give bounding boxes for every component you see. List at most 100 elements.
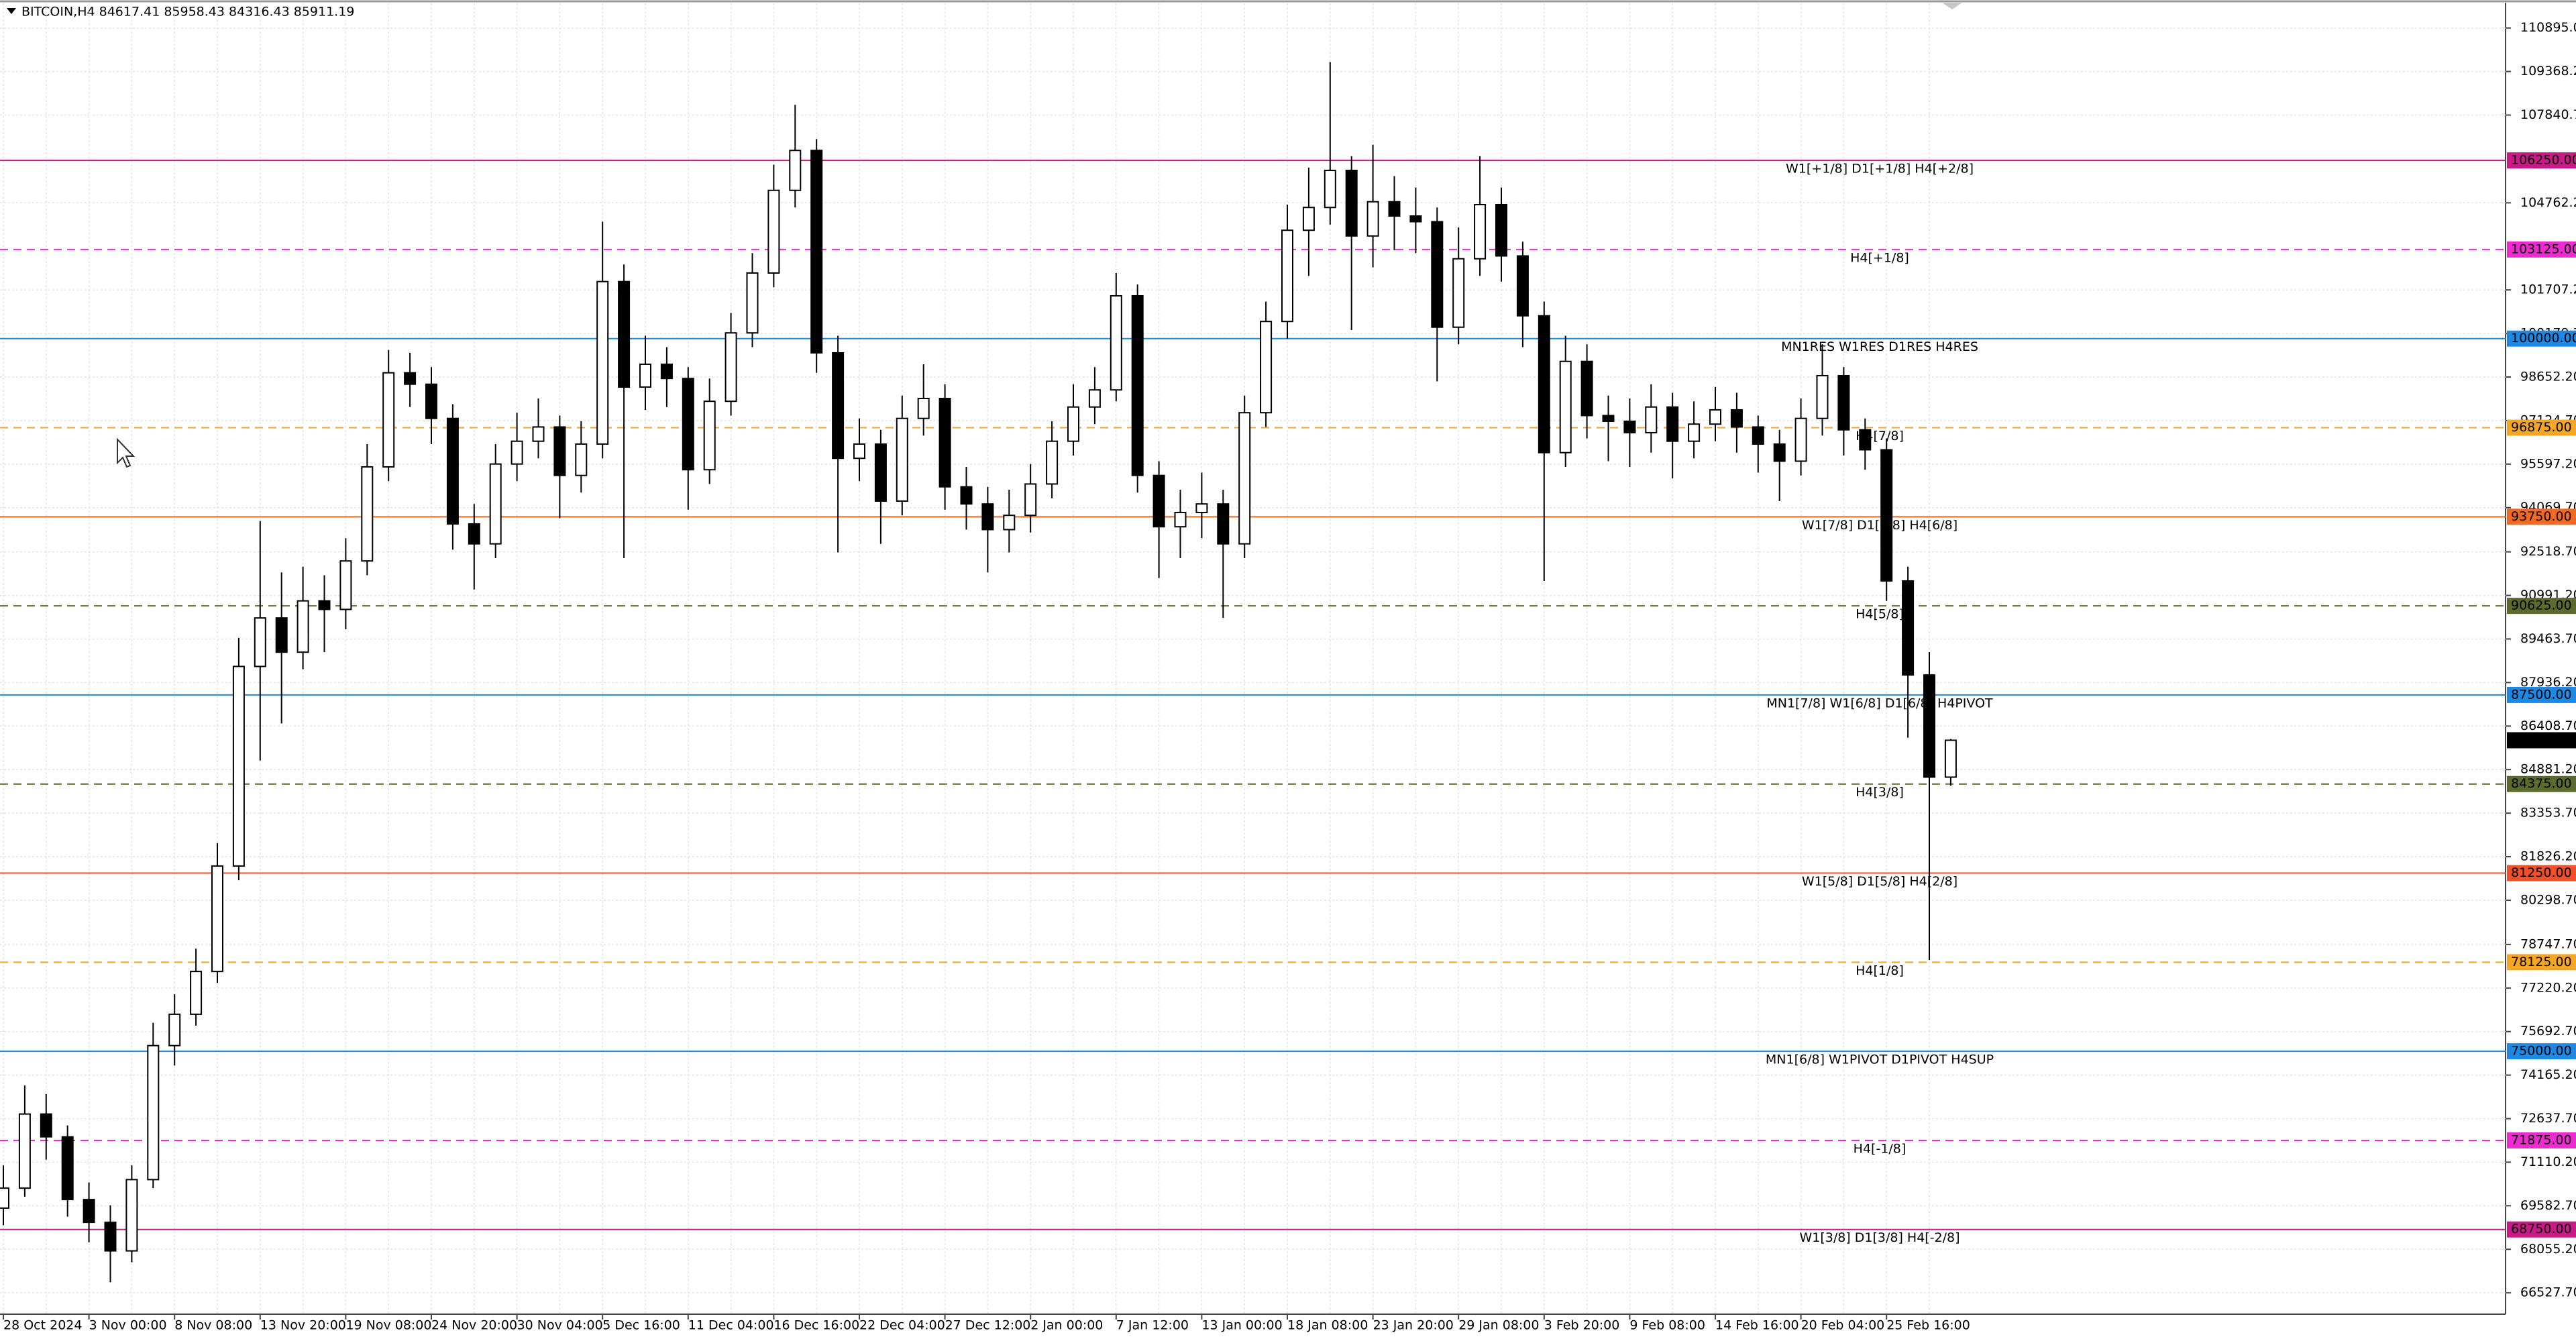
level-price-box [2507,598,2576,614]
candle-body [1645,406,1658,433]
mouse-cursor [117,437,136,468]
x-tick-label: 23 Jan 20:00 [1373,1318,1454,1333]
candle-body [18,1113,31,1189]
level-price-label: 75000.00 [2511,1044,2572,1059]
candles [0,62,1957,1283]
x-tick-label: 13 Jan 00:00 [1201,1318,1282,1333]
level-label: W1[7/8] D1[7/8] H4[6/8] [1802,518,1957,533]
candle-body [1110,294,1122,391]
level-price-box [2507,775,2576,792]
candle-body [168,1013,181,1047]
level-price-label: 103125.00 [2511,242,2576,256]
y-tick-label: 71110.20 [2520,1155,2576,1169]
candle-body [938,397,951,488]
level-label: W1[+1/8] D1[+1/8] H4[+2/8] [1786,162,1974,176]
candle-body [1345,169,1358,237]
candle-body [1688,423,1701,442]
y-tick-label: 78747.70 [2520,936,2576,951]
candle-body [1559,360,1572,453]
candle-body [853,443,865,460]
x-tick-label: 30 Nov 04:00 [517,1318,603,1333]
y-tick-label: 92518.70 [2520,544,2576,559]
candle-body [1324,169,1336,209]
x-tick-label: 25 Feb 16:00 [1886,1318,1970,1333]
last-price-label: 85911.19 [2512,733,2573,747]
candle-body [724,332,737,403]
candle-body [232,665,245,867]
candle-body [511,440,523,465]
y-tick-label: 68055.20 [2520,1242,2576,1256]
x-tick-label: 3 Nov 00:00 [89,1318,167,1333]
candle-body [660,363,673,380]
level-label: MN1[6/8] W1PIVOT D1PIVOT H4SUP [1766,1053,1994,1067]
y-tick-label: 95597.20 [2520,456,2576,471]
candle-body [1816,374,1829,419]
y-tick-label: 107840.70 [2520,107,2576,122]
candle-body [0,1187,9,1209]
candle-body [1837,374,1850,431]
level-price-label: 106250.00 [2511,153,2576,168]
y-tick-label: 104762.20 [2520,195,2576,210]
axes: 110895.00 109368.20 107840.70 104762.20 1017… [3,20,2576,1333]
candle-body [553,426,566,476]
candle-body [960,486,973,505]
candle-body [404,372,417,385]
candle-body [1281,229,1293,323]
candle-body [489,463,502,545]
x-tick-label: 27 Dec 12:00 [945,1318,1031,1333]
candle-body [874,443,887,502]
candle-body [1730,409,1743,428]
candle-body [1752,426,1764,445]
y-tick-label: 72637.70 [2520,1111,2576,1126]
candle-body [789,150,802,191]
x-tick-label: 5 Dec 16:00 [602,1318,680,1333]
y-tick-label: 86408.70 [2520,718,2576,733]
candle-body [832,352,845,460]
candle-body [1773,443,1786,462]
level-price-box [2507,954,2576,971]
candle-body [1174,511,1187,528]
x-tick-label: 14 Feb 16:00 [1715,1318,1799,1333]
last-price-box [2507,732,2576,749]
level-label: H4[1/8] [1856,963,1904,978]
candle-body [1067,406,1079,442]
candle-body [1046,440,1059,485]
y-tick-label: 83353.70 [2520,806,2576,820]
candle-body [1923,674,1935,778]
y-tick-label: 69582.70 [2520,1198,2576,1213]
chart-title: BITCOIN,H4 84617.41 85958.43 84316.43 85… [21,5,354,19]
x-tick-label: 18 Jan 08:00 [1287,1318,1368,1333]
candle-body [1366,201,1379,237]
candle-body [1666,406,1679,442]
level-price-box [2507,419,2576,436]
x-tick-label: 8 Nov 08:00 [174,1318,252,1333]
candle-body [125,1179,138,1252]
level-price-label: 87500.00 [2511,687,2572,702]
x-tick-label: 9 Feb 08:00 [1629,1318,1705,1333]
y-tick-label: 101707.20 [2520,282,2576,297]
candle-body [147,1045,160,1181]
level-price-label: 90625.00 [2511,598,2572,613]
y-tick-label: 89463.70 [2520,631,2576,646]
y-tick-label: 98652.20 [2520,369,2576,384]
candle-body [1880,449,1893,582]
symbol-menu-arrow[interactable] [7,8,16,14]
candle-body [1623,420,1636,433]
candle-body [1217,503,1230,545]
shift-marker [1942,3,1962,9]
level-label: MN1[7/8] W1[6/8] D1[6/8] H4PIVOT [1766,696,1993,710]
candle-body [1409,215,1422,223]
level-price-box [2507,1221,2576,1238]
x-tick-label: 16 Dec 16:00 [773,1318,859,1333]
candle-body [1580,360,1593,417]
level-price-box [2507,865,2576,881]
candle-body [532,426,545,442]
candle-body [1474,203,1487,260]
level-price-label: 78125.00 [2511,955,2572,969]
level-label: MN1RES W1RES D1RES H4RES [1781,339,1978,354]
x-tick-label: 28 Oct 2024 [3,1318,82,1333]
candle-body [1602,415,1615,422]
level-price-label: 81250.00 [2511,865,2572,880]
